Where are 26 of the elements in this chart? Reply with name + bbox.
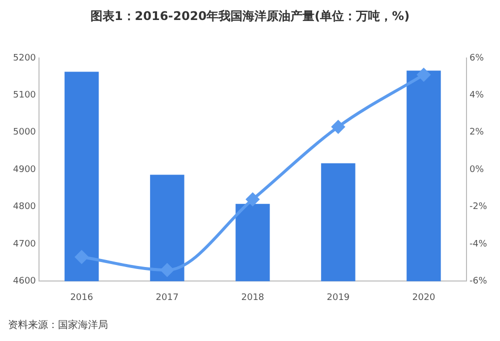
chart-title: 图表1：2016-2020年我国海洋原油产量(单位：万吨，%) (89, 8, 411, 25)
x-tick-label: 2016 (70, 292, 94, 303)
x-tick-label: 2019 (326, 292, 350, 303)
y2-tick-label: -4% (469, 239, 488, 250)
text: 资料来源：国家海洋局 (8, 318, 108, 332)
point (246, 192, 260, 206)
x-tick-label: 2020 (412, 292, 436, 303)
y-tick-label: 5100 (13, 90, 36, 101)
x-tick-label: 2017 (156, 292, 179, 303)
y-tick-label: 4800 (13, 202, 36, 212)
y-tick-label: 5200 (13, 53, 36, 64)
point (75, 250, 88, 264)
point (417, 68, 430, 82)
y2-tick-label: 6% (469, 53, 484, 64)
y-tick-label: 5000 (13, 128, 36, 138)
point (160, 264, 174, 277)
y2-tick-label: -6% (469, 276, 488, 287)
y2-tick-label: 0% (469, 164, 484, 175)
y2-tick-label: -2% (469, 202, 488, 212)
x-tick-label: 2018 (241, 292, 264, 303)
y-tick-label: 4700 (13, 239, 36, 250)
y2-tick-label: 4% (469, 90, 484, 101)
y2-tick-label: 2% (469, 128, 484, 138)
y-tick-label: 4900 (13, 164, 36, 175)
point (332, 120, 345, 134)
y-tick-label: 4600 (13, 276, 36, 287)
